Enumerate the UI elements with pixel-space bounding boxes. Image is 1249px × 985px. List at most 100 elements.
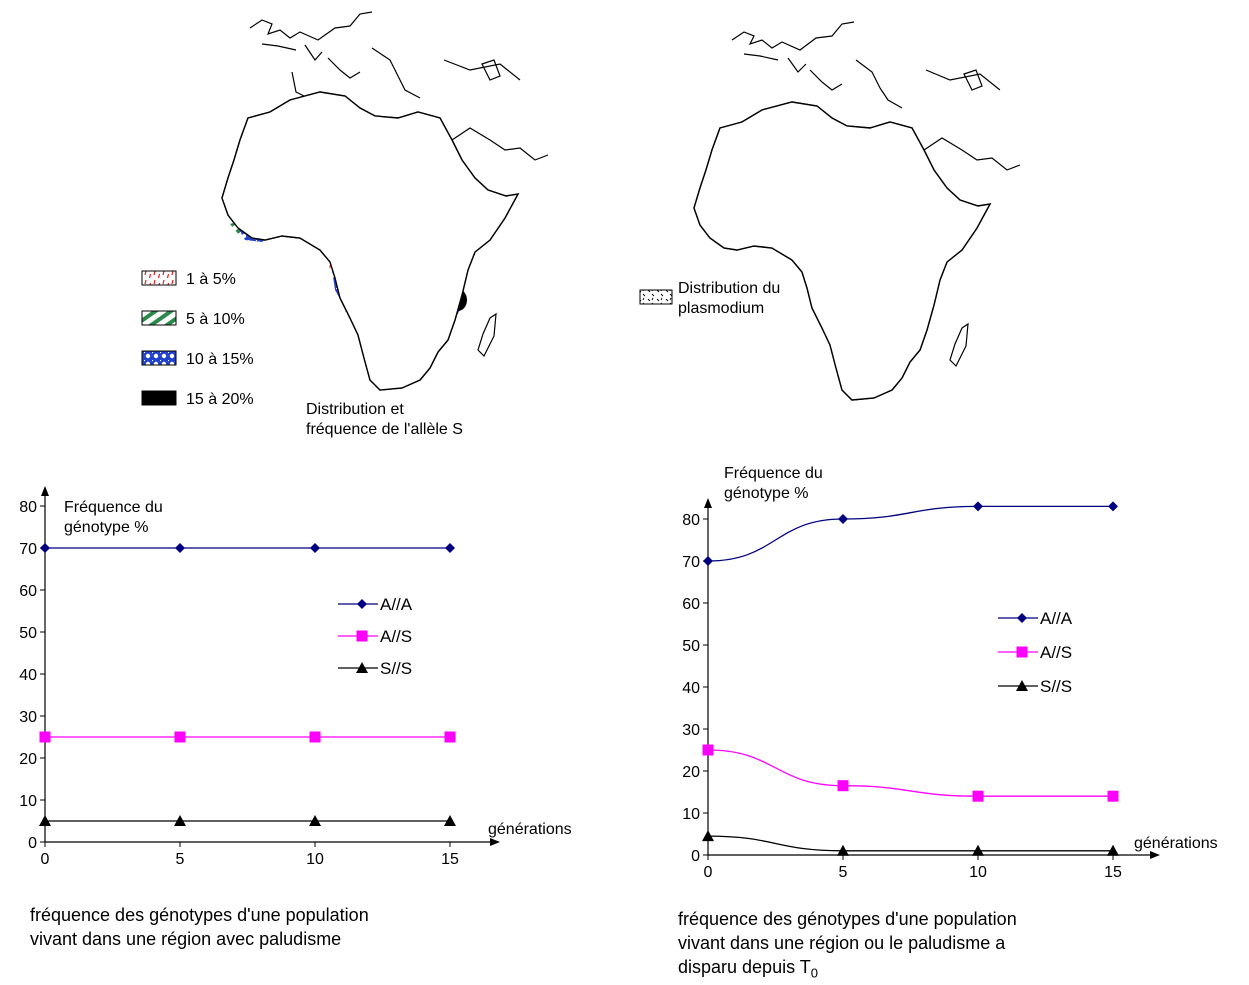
series-line-aa	[707, 505, 1113, 562]
chart0-xlabel: générations	[488, 821, 572, 838]
data-point-ss	[972, 844, 984, 856]
y-tick-label: 20	[682, 764, 700, 781]
legend-label-5-10: 5 à 10%	[186, 311, 245, 328]
data-point-as	[174, 731, 186, 743]
y-tick-label: 60	[19, 583, 37, 600]
legend-label: A//S	[1040, 643, 1072, 662]
legend-label-10-15: 10 à 15%	[186, 351, 254, 368]
data-point-as	[309, 731, 321, 743]
data-point-ss	[1107, 844, 1119, 856]
map-left-caption-line2: fréquence de l'allèle S	[306, 421, 463, 438]
data-point-aa	[40, 543, 50, 553]
x-tick-label: 10	[306, 851, 324, 868]
legend-swatch-green	[141, 310, 177, 326]
y-tick-label: 40	[19, 667, 37, 684]
data-point-as	[444, 731, 456, 743]
y-tick-label: 80	[682, 512, 700, 529]
legend-marker	[356, 662, 368, 673]
data-point-aa	[703, 556, 713, 566]
x-tick-label: 5	[176, 851, 185, 868]
legend-label: A//S	[380, 627, 412, 646]
data-point-as	[702, 744, 714, 756]
y-tick-label: 30	[682, 722, 700, 739]
data-point-ss	[39, 815, 51, 826]
europe-outline-right	[731, 21, 1001, 109]
legend-marker	[1016, 680, 1028, 691]
legend-label-1-5: 1 à 5%	[186, 271, 236, 288]
data-point-as	[837, 780, 849, 792]
legend-label: S//S	[380, 659, 412, 678]
y-tick-label: 50	[682, 638, 700, 655]
series-line-as	[707, 749, 1113, 797]
legend-label-15-20: 15 à 20%	[186, 391, 254, 408]
series-line-ss	[707, 835, 1113, 852]
allele-s-map	[141, 11, 549, 406]
island-fragment-right	[963, 69, 983, 91]
legend-marker	[1017, 613, 1027, 623]
data-point-aa	[973, 501, 983, 512]
chart-malaria-gone: 0 10 20 30 40 50 60 70 80 0 5 10 15 A//A A//S S//S	[682, 498, 1160, 881]
chart1-caption-line3: disparu depuis T0	[678, 957, 818, 981]
x-tick-label: 0	[41, 851, 50, 868]
chart0-caption-line1: fréquence des génotypes d'une population	[30, 905, 369, 925]
data-point-aa	[310, 543, 320, 553]
y-tick-label: 0	[28, 835, 37, 852]
data-point-aa	[445, 543, 455, 553]
legend-label: S//S	[1040, 677, 1072, 696]
y-axis-arrow	[41, 486, 49, 496]
legend-swatch-plasmodium	[639, 289, 673, 305]
y-tick-label: 70	[682, 554, 700, 571]
legend-marker	[356, 630, 368, 642]
data-point-as	[1107, 790, 1119, 802]
chart0-ylabel-line1: Fréquence du	[64, 499, 163, 516]
plasmodium-legend-line2: plasmodium	[678, 300, 765, 317]
y-tick-label: 30	[19, 709, 37, 726]
chart1-caption-line1: fréquence des génotypes d'une population	[678, 909, 1017, 929]
legend-swatch-red	[141, 270, 177, 286]
data-point-ss	[309, 815, 321, 826]
y-tick-label: 0	[691, 848, 700, 865]
x-tick-label: 15	[1104, 864, 1122, 881]
x-tick-label: 10	[969, 864, 987, 881]
y-tick-label: 50	[19, 625, 37, 642]
madagascar-right	[949, 322, 969, 368]
y-tick-label: 40	[682, 680, 700, 697]
y-tick-label: 60	[682, 596, 700, 613]
plasmodium-map	[639, 21, 1021, 401]
chart-malaria-region: 0 10 20 30 40 50 60 70 80 0 5 10 15 A//A A//S S//S	[19, 486, 500, 868]
y-tick-label: 10	[19, 793, 37, 810]
y-tick-label: 70	[19, 541, 37, 558]
x-tick-label: 5	[839, 864, 848, 881]
data-point-ss	[837, 844, 849, 856]
legend-swatch-black	[141, 390, 177, 406]
data-point-ss	[174, 815, 186, 826]
arabia-fragment-right	[923, 137, 1021, 171]
y-axis-arrow	[704, 498, 712, 508]
chart1-ylabel-line2: génotype %	[724, 485, 809, 502]
data-point-as	[972, 790, 984, 802]
x-axis-arrow	[1150, 851, 1160, 859]
data-point-ss	[702, 830, 714, 842]
data-point-as	[39, 731, 51, 743]
map-left-caption-line1: Distribution et	[306, 401, 404, 418]
island-fragment	[481, 59, 501, 81]
legend-marker	[357, 599, 367, 609]
legend-swatch-blue	[141, 350, 177, 366]
chart0-caption-line2: vivant dans une région avec paludisme	[30, 929, 342, 949]
plasmodium-legend-line1: Distribution du	[678, 280, 781, 297]
madagascar	[477, 312, 497, 358]
chart1-ylabel-line1: Fréquence du	[724, 465, 823, 482]
y-tick-label: 10	[682, 806, 700, 823]
chart0-ylabel-line2: génotype %	[64, 519, 149, 536]
legend-label: A//A	[1040, 609, 1073, 628]
y-tick-label: 20	[19, 751, 37, 768]
arabia-fragment	[451, 127, 549, 161]
europe-outline	[249, 11, 521, 99]
data-point-ss	[444, 815, 456, 826]
data-point-aa	[175, 543, 185, 553]
chart1-caption-subscript: 0	[810, 965, 818, 981]
data-point-aa	[1108, 501, 1118, 512]
chart1-xlabel: générations	[1134, 835, 1218, 852]
x-axis-arrow	[490, 838, 500, 846]
legend-label: A//A	[380, 595, 413, 614]
